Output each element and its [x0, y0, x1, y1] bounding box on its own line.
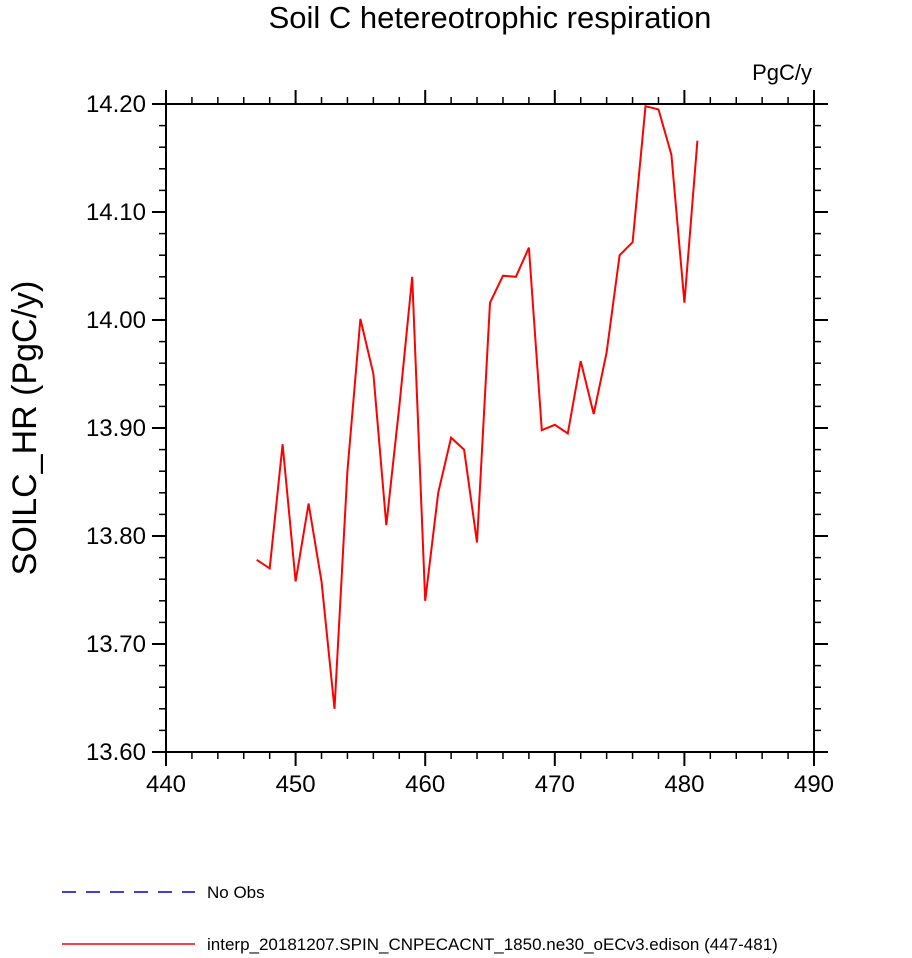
- y-tick-label: 14.20: [86, 91, 146, 118]
- y-tick-label: 14.00: [86, 307, 146, 334]
- chart-title: Soil C hetereotrophic respiration: [269, 0, 712, 35]
- x-tick-label: 470: [535, 771, 575, 798]
- x-tick-label: 480: [664, 771, 704, 798]
- y-tick-labels: 13.60 13.70 13.80 13.90 14.00 14.10 14.20: [86, 91, 146, 766]
- y-tick-label: 13.60: [86, 739, 146, 766]
- series-line-0: [256, 104, 699, 709]
- legend-label-0: No Obs: [207, 883, 265, 902]
- x-tick-label: 440: [146, 771, 186, 798]
- axis-ticks: [152, 90, 828, 766]
- legend-label-1: interp_20181207.SPIN_CNPECACNT_1850.ne30…: [207, 935, 778, 954]
- units-label: PgC/y: [752, 60, 812, 85]
- x-tick-label: 490: [794, 771, 834, 798]
- y-tick-label: 13.80: [86, 523, 146, 550]
- y-tick-label: 13.70: [86, 631, 146, 658]
- x-tick-labels: 440 450 460 470 480 490: [146, 771, 834, 798]
- y-tick-label: 14.10: [86, 199, 146, 226]
- y-axis-label: SOILC_HR (PgC/y): [6, 281, 44, 576]
- y-tick-label: 13.90: [86, 415, 146, 442]
- x-tick-label: 460: [405, 771, 445, 798]
- legend: No Obs interp_20181207.SPIN_CNPECACNT_185…: [62, 883, 778, 954]
- x-tick-label: 450: [276, 771, 316, 798]
- plot-frame: [165, 103, 815, 753]
- series-group: [256, 104, 699, 709]
